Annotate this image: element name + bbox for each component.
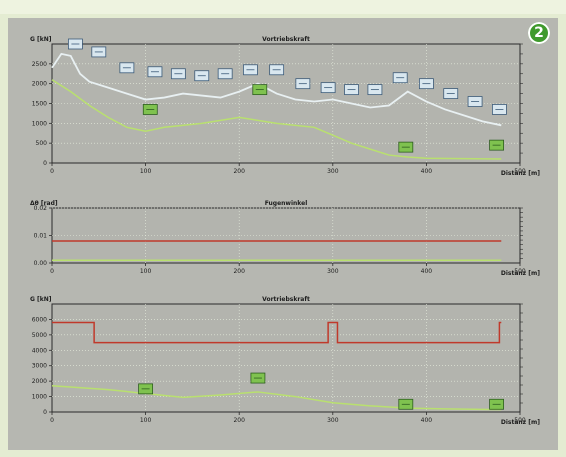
chart1-x-tick-label: 0: [50, 268, 54, 275]
chart0-series-0: [51, 52, 502, 127]
chart1-x-tick-label: 300: [327, 268, 339, 275]
chart2-y-tick-label: 2000: [32, 378, 47, 385]
chart2-x-tick-label: 300: [327, 417, 339, 424]
chart2-plot-area: [51, 303, 521, 413]
chart2-y-tick-label: 3000: [32, 363, 47, 370]
chart0-x-tick-label: 500: [514, 168, 526, 175]
chart1-x-tick-label: 200: [233, 268, 245, 275]
chart2-x-tick-label: 400: [421, 417, 433, 424]
chart2-x-tick-label: 500: [514, 417, 526, 424]
chart1-y-tick-label: 0.00: [34, 260, 48, 267]
chart2-x-tick-label: 0: [50, 417, 54, 424]
chart0-ylabel: G [kN]: [30, 36, 52, 43]
chart2-x-tick-label: 100: [140, 417, 152, 424]
chart2-x-tick-label: 200: [233, 417, 245, 424]
chart0-series-1: [51, 79, 502, 160]
chart0-y-tick-label: 1000: [32, 120, 47, 127]
chart2-y-tick-label: 5000: [32, 332, 47, 339]
chart1-y-tick-label: 0.01: [34, 233, 48, 240]
chart0-y-tick-label: 500: [36, 140, 48, 147]
chart2-title: Vortriebskraft: [262, 296, 310, 303]
chart0-title: Vortriebskraft: [262, 36, 310, 43]
chart1-x-tick-label: 100: [140, 268, 152, 275]
chart2-y-tick-label: 1000: [32, 394, 47, 401]
chart1-title: Fugenwinkel: [265, 200, 308, 207]
chart0-x-tick-label: 400: [421, 168, 433, 175]
chart0-x-tick-label: 200: [233, 168, 245, 175]
chart2-y-tick-label: 0: [43, 409, 47, 416]
chart0-y-tick-label: 2000: [32, 81, 47, 88]
chart1-ylabel: Δθ [rad]: [30, 200, 58, 207]
chart0-y-tick-label: 2500: [32, 61, 47, 68]
chart0-xlabel: Distanz [m]: [501, 170, 540, 177]
chart2-y-tick-label: 4000: [32, 347, 47, 354]
chart0-y-tick-label: 1500: [32, 101, 47, 108]
chart1-xlabel: Distanz [m]: [501, 270, 540, 277]
chart0-x-tick-label: 300: [327, 168, 339, 175]
chart0-x-tick-label: 0: [50, 168, 54, 175]
chart2-ylabel: G [kN]: [30, 296, 52, 303]
top-bar: [0, 0, 566, 14]
chart1-x-tick-label: 500: [514, 268, 526, 275]
chart2-y-tick-label: 6000: [32, 316, 47, 323]
chart1-x-tick-label: 400: [421, 268, 433, 275]
chart1-y-tick-label: 0.02: [34, 205, 48, 212]
chart0-y-tick-label: 0: [43, 160, 47, 167]
chart2-xlabel: Distanz [m]: [501, 419, 540, 426]
step-badge: 2: [528, 22, 550, 44]
chart2-series-0: [52, 321, 502, 344]
chart0-x-tick-label: 100: [140, 168, 152, 175]
